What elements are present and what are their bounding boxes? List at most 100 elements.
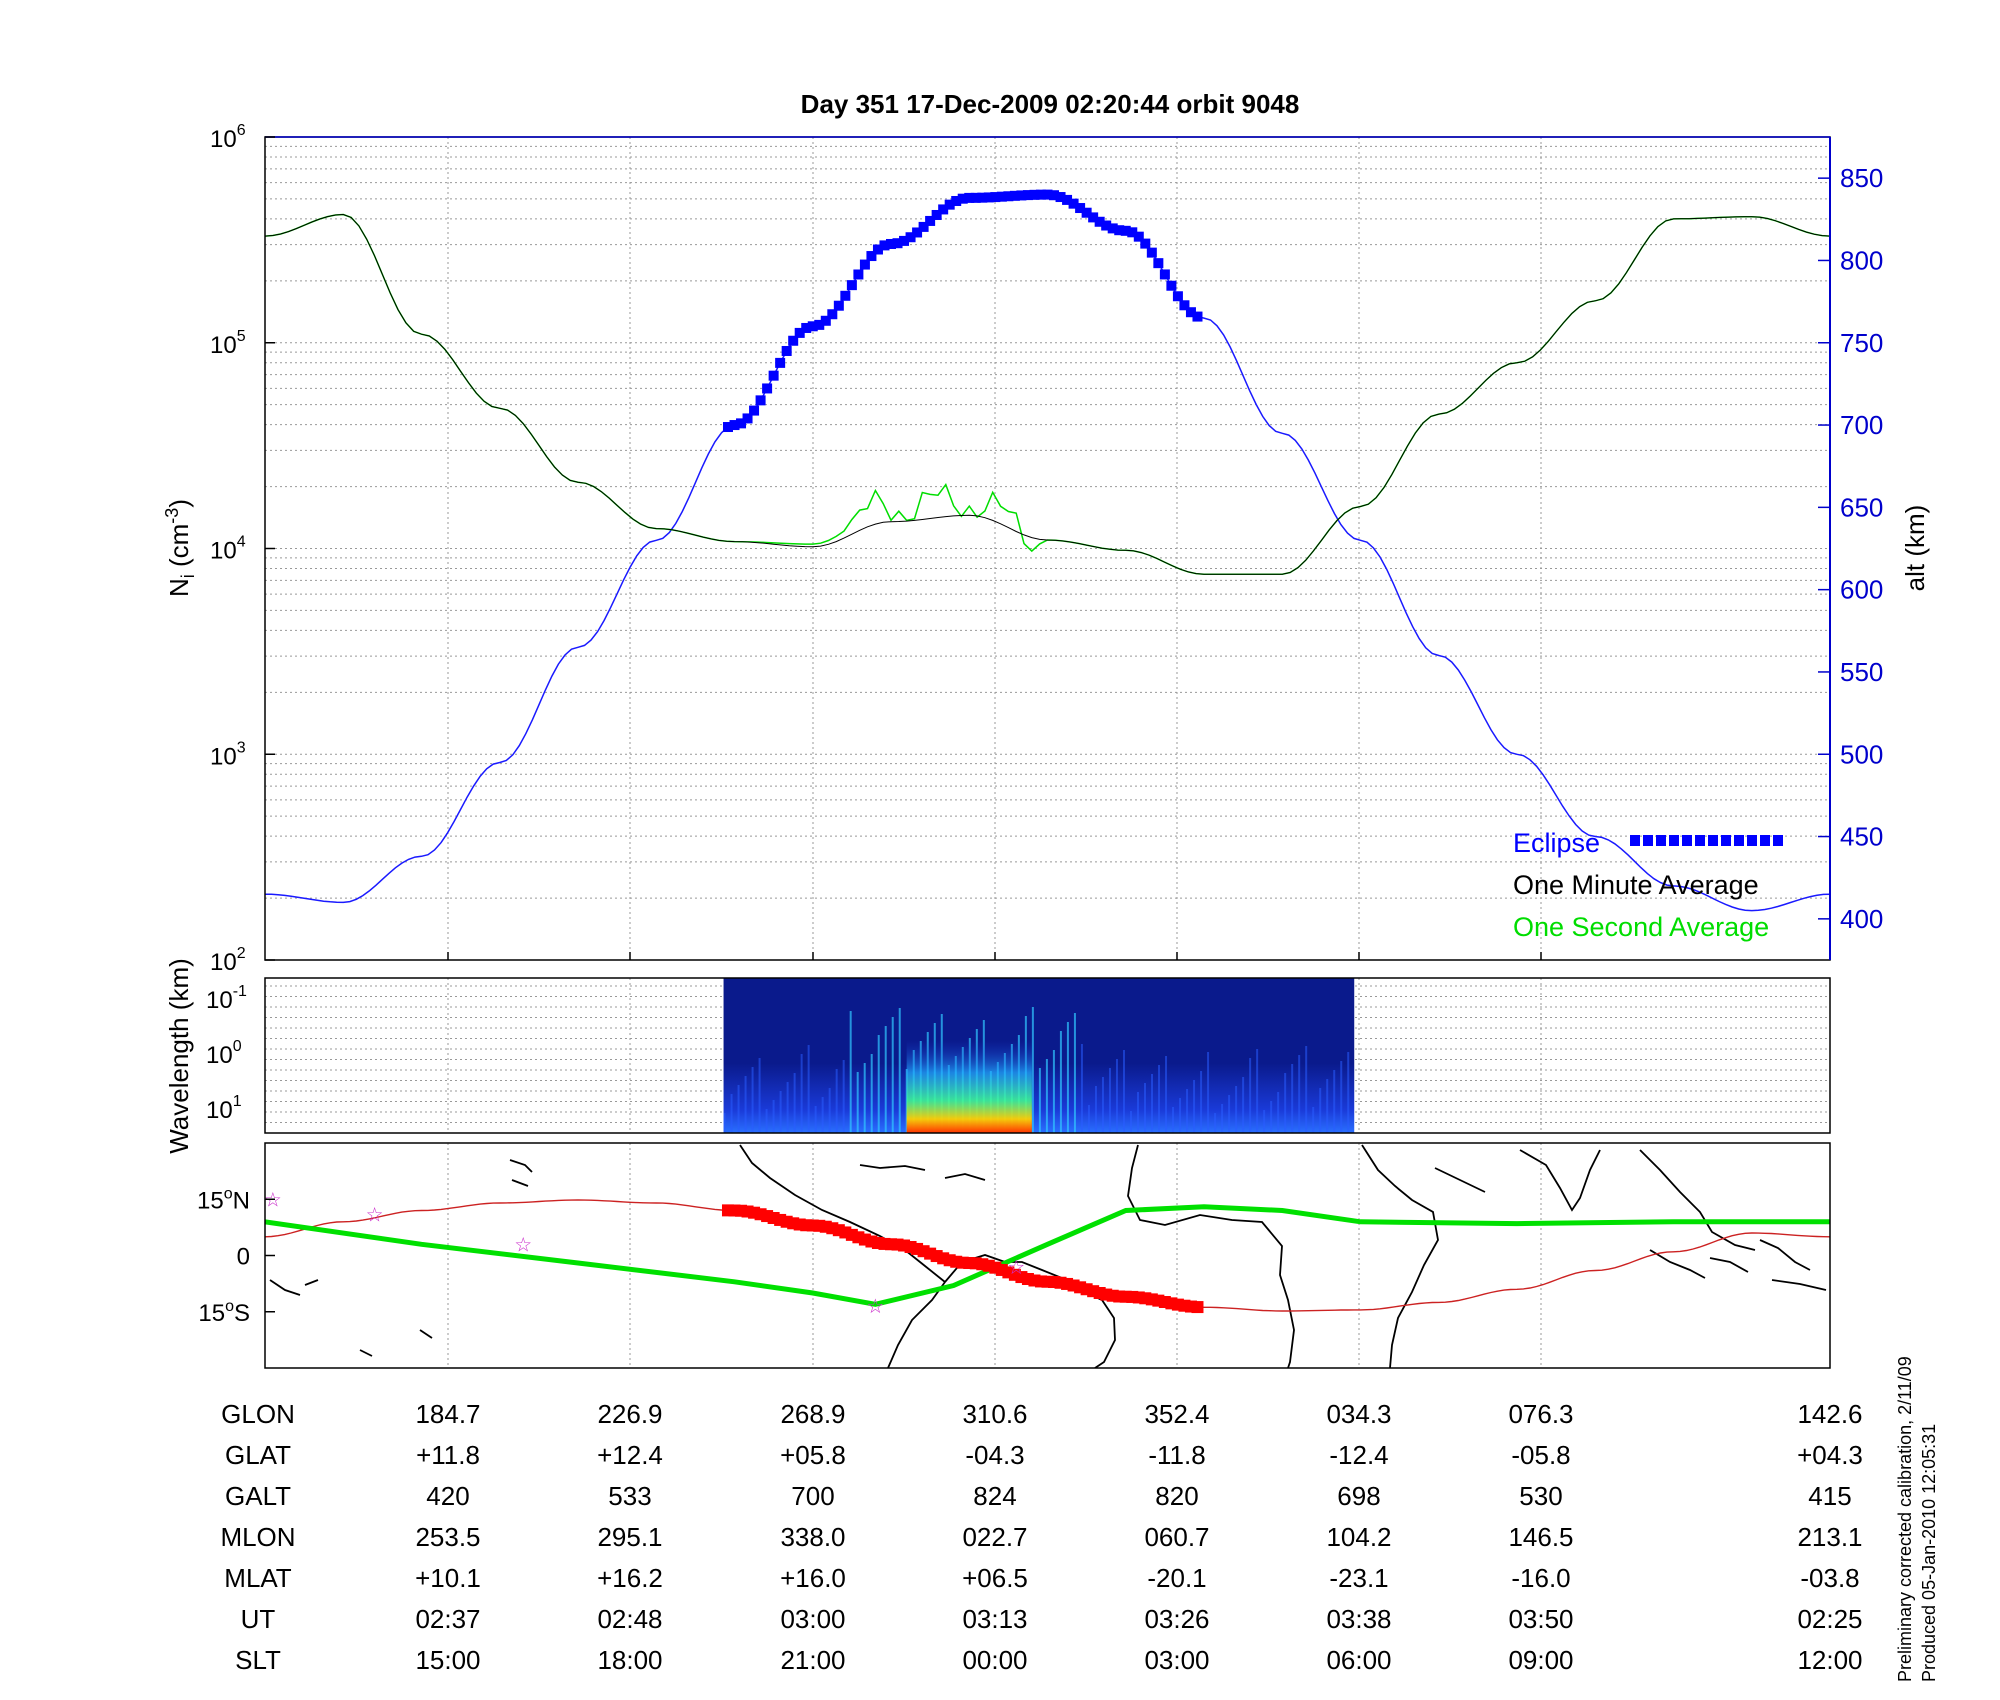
spectrogram-streak — [1207, 1052, 1210, 1133]
table-cell: 700 — [791, 1481, 834, 1511]
map-tick-label: 0 — [237, 1244, 250, 1271]
eclipse-marker — [775, 357, 786, 368]
spectrogram-streak — [1101, 1077, 1104, 1133]
table-cell: 226.9 — [597, 1399, 662, 1429]
spectrogram-streak — [744, 1076, 747, 1133]
spectrogram-streak — [793, 1073, 796, 1133]
coastline-northwest — [509, 1159, 533, 1187]
spectrogram-tick-label: 10-1 — [206, 983, 247, 1014]
right-tick-label: 550 — [1840, 657, 1883, 687]
spectrogram-streak — [1298, 1055, 1301, 1133]
spectrogram-streak — [1094, 1086, 1097, 1133]
spectrogram-streak — [849, 1011, 852, 1133]
spectrogram-streak — [1277, 1092, 1280, 1133]
legend-eclipse-mark — [1734, 835, 1744, 846]
table-cell: 03:26 — [1144, 1604, 1209, 1634]
coastline-south-america-west — [887, 1281, 946, 1368]
spectrogram-streak — [765, 1109, 768, 1133]
legend-eclipse-mark — [1669, 835, 1679, 846]
left-axis-ticks: 102 103 104 105 106 — [210, 122, 275, 976]
eclipse-marker — [1029, 189, 1040, 200]
spectrogram-streak — [723, 1113, 726, 1133]
spectrogram-streak — [835, 1069, 838, 1133]
eclipse-marker — [1166, 280, 1177, 291]
legend-eclipse-mark — [1721, 835, 1731, 846]
eclipse-marker — [1133, 231, 1144, 242]
density-vertical-gridlines — [447, 137, 1542, 960]
table-row-label: GLAT — [225, 1440, 291, 1470]
eclipse-marker — [964, 192, 975, 203]
left-tick-label: 105 — [210, 328, 246, 359]
eclipse-marker — [1140, 238, 1151, 249]
spectrogram-streak — [856, 1072, 859, 1133]
eclipse-marker — [729, 420, 740, 431]
table-cell: 824 — [973, 1481, 1016, 1511]
magnetic-equator-line — [265, 1204, 1830, 1307]
spectrogram-streak — [1242, 1077, 1245, 1133]
eclipse-marker — [879, 240, 890, 251]
spectrogram-streak — [1059, 1031, 1062, 1133]
eclipse-marker — [1185, 307, 1196, 318]
right-tick-label: 750 — [1840, 328, 1883, 358]
spectrogram-streak — [1129, 1111, 1132, 1133]
eclipse-marker — [944, 199, 955, 210]
eclipse-marker — [840, 290, 851, 301]
table-cell: 03:00 — [780, 1604, 845, 1634]
table-cell: 104.2 — [1326, 1522, 1391, 1552]
eclipse-marker — [925, 215, 936, 226]
table-cell: -03.8 — [1800, 1563, 1859, 1593]
eclipse-marker — [1146, 247, 1157, 258]
table-row-label: MLAT — [224, 1563, 292, 1593]
eclipse-marker — [814, 319, 825, 330]
eclipse-marker — [1192, 311, 1203, 322]
eclipse-marker — [1153, 258, 1164, 269]
table-cell: -04.3 — [965, 1440, 1024, 1470]
coastline-south-america — [944, 1254, 1116, 1368]
legend-eclipse-mark — [1643, 835, 1653, 846]
table-cell: 060.7 — [1144, 1522, 1209, 1552]
spectrogram-streak — [1270, 1101, 1273, 1133]
eclipse-marker — [820, 315, 831, 326]
table-cell: 15:00 — [415, 1645, 480, 1675]
legend-eclipse-mark — [1708, 835, 1718, 846]
eclipse-marker — [957, 193, 968, 204]
eclipse-marker — [899, 235, 910, 246]
eclipse-marker — [749, 405, 760, 416]
spectrogram-streak — [863, 1063, 866, 1133]
table-cell: -16.0 — [1511, 1563, 1570, 1593]
legend: Eclipse One Minute Average One Second Av… — [1513, 828, 1783, 942]
ephemeris-table: GLON 184.7 226.9 268.9 310.6 352.4 034.3 076.3 1… — [220, 1399, 1862, 1675]
spectrogram-streak — [1214, 1113, 1217, 1133]
station-star-icon: ☆ — [1007, 1255, 1025, 1279]
spectrogram-streak — [1347, 1052, 1350, 1133]
table-row-label: GALT — [225, 1481, 291, 1511]
spectrogram-streak — [884, 1026, 887, 1133]
spectrogram-streak — [1108, 1068, 1111, 1133]
eclipse-marker — [977, 192, 988, 203]
eclipse-marker — [788, 335, 799, 346]
table-row-label: UT — [241, 1604, 276, 1634]
eclipse-marker — [1114, 225, 1125, 236]
table-cell: +04.3 — [1797, 1440, 1863, 1470]
eclipse-marker — [892, 238, 903, 249]
right-tick-label: 400 — [1840, 904, 1883, 934]
spectrogram-streak — [1066, 1022, 1069, 1133]
station-star-icon: ☆ — [866, 1294, 884, 1318]
spectrogram-streak — [786, 1082, 789, 1133]
right-tick-label: 800 — [1840, 245, 1883, 275]
spectrogram-streak — [800, 1054, 803, 1133]
spectrogram-streak — [842, 1060, 845, 1133]
eclipse-marker — [905, 232, 916, 243]
eclipse-marker — [807, 321, 818, 332]
spectrogram-streak — [1319, 1088, 1322, 1133]
eclipse-marker — [1049, 190, 1060, 201]
coastline-central-america — [739, 1144, 946, 1283]
right-tick-label: 850 — [1840, 163, 1883, 193]
spectrogram-streak — [891, 1017, 894, 1133]
spectrogram-streak — [1073, 1013, 1076, 1133]
table-cell: 420 — [426, 1481, 469, 1511]
spectrogram-streak — [1179, 1098, 1182, 1133]
table-cell: 03:50 — [1508, 1604, 1573, 1634]
spectrogram-streak — [1172, 1107, 1175, 1133]
density-gridlines — [265, 145, 1830, 961]
